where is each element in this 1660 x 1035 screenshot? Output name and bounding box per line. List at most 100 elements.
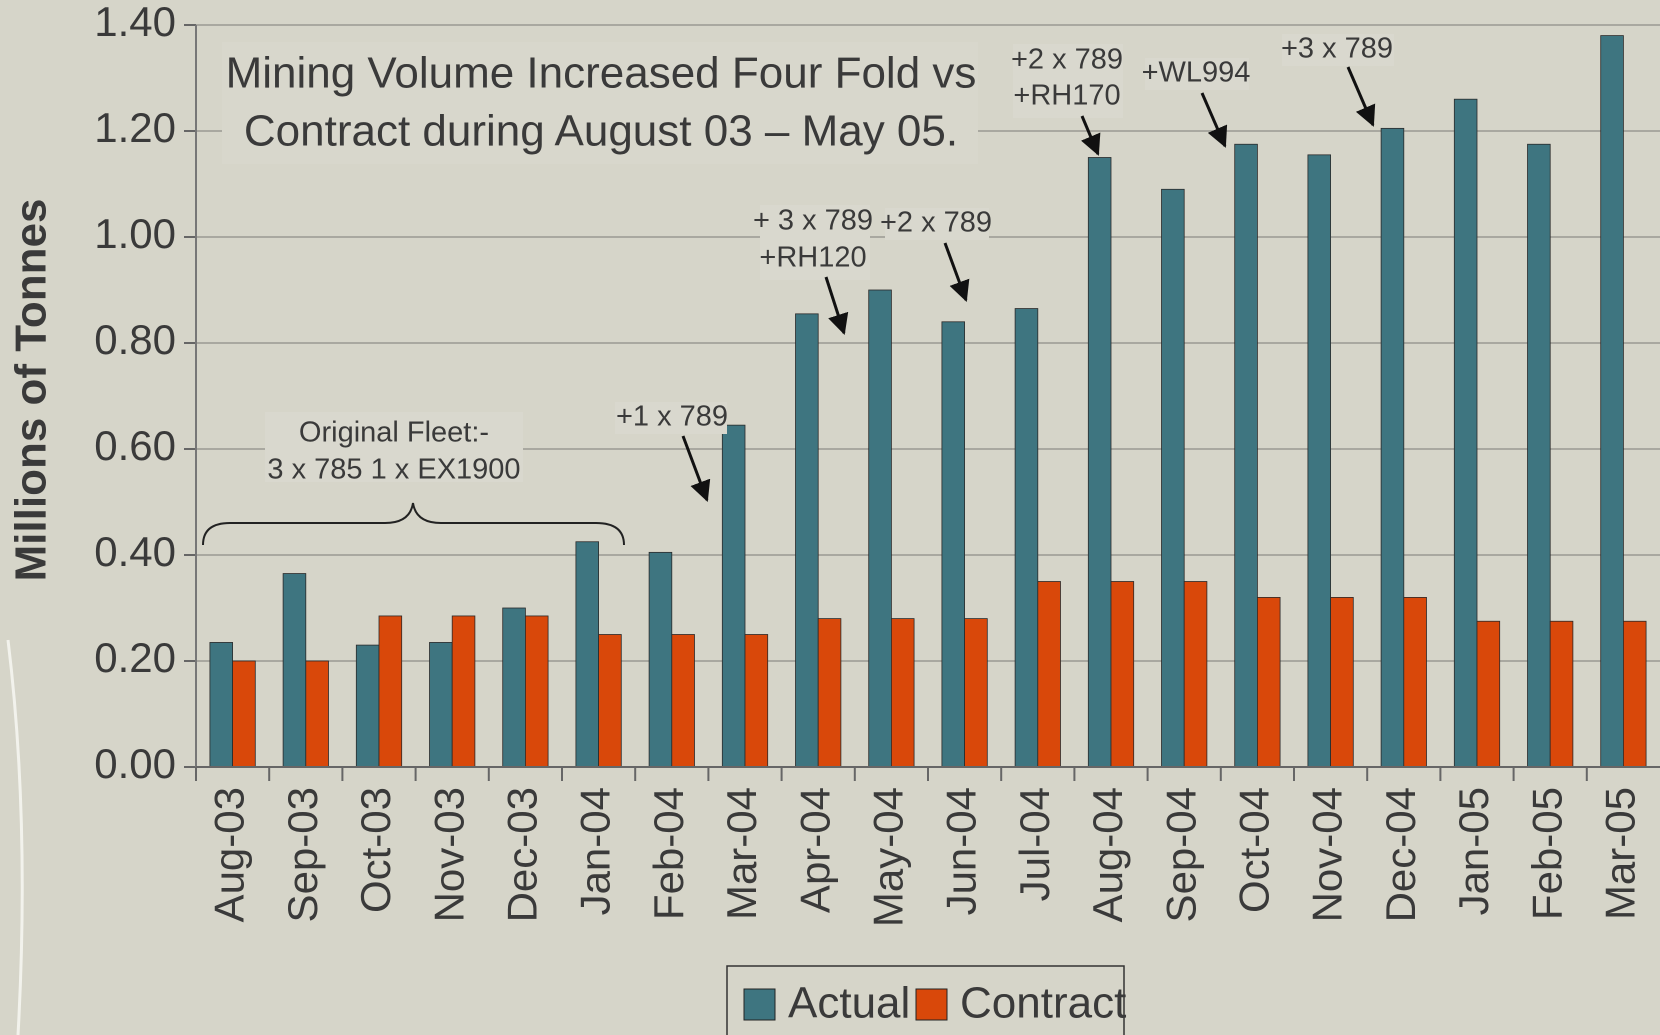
- bar: [575, 541, 600, 768]
- x-tick-label: Dec-04: [1377, 787, 1424, 922]
- annotation: +1 x 789: [616, 401, 728, 433]
- annotation-bg: [1013, 44, 1123, 118]
- chart-title: Contract during August 03 – May 05.: [244, 107, 958, 156]
- annotation-bg: [265, 412, 523, 482]
- x-tick-label: Feb-05: [1523, 787, 1570, 920]
- bar: [1037, 581, 1061, 768]
- bar: [1307, 154, 1331, 768]
- bar: [1110, 581, 1135, 768]
- annotation-bg: [222, 42, 978, 164]
- fleet-brace: [202, 502, 625, 546]
- bar: [1549, 620, 1574, 768]
- y-tick-label: 0.20: [94, 634, 176, 681]
- x-tick-label: Nov-04: [1304, 787, 1351, 922]
- bar: [1380, 127, 1405, 768]
- annotation: +2 x 789: [880, 207, 992, 239]
- bar: [378, 615, 403, 768]
- annotation-bg: [760, 205, 870, 280]
- annotation-arrow: [1346, 66, 1376, 127]
- bar: [282, 573, 307, 768]
- legend-swatch: [743, 988, 776, 1021]
- annotation-arrow: [681, 435, 711, 502]
- annotation: +RH120: [759, 242, 866, 274]
- bar: [964, 618, 988, 768]
- x-tick-label: Mar-04: [718, 787, 765, 920]
- chart-title: Mining Volume Increased Four Fold vs: [226, 49, 977, 98]
- x-tick-label: Oct-04: [1230, 787, 1277, 913]
- annotation: 3 x 785 1 x EX1900: [267, 454, 520, 486]
- y-tick-label: 1.00: [94, 210, 176, 257]
- bar: [355, 644, 380, 768]
- annotation: Original Fleet:-: [299, 417, 489, 449]
- x-tick-label: Nov-03: [425, 787, 472, 922]
- annotation-arrow: [943, 242, 970, 302]
- bar: [598, 634, 622, 768]
- x-tick-label: Aug-03: [206, 787, 253, 922]
- y-tick-label: 1.20: [94, 104, 176, 151]
- annotation: +3 x 789: [1281, 33, 1393, 65]
- annotation-arrow: [824, 276, 849, 335]
- bar: [1234, 143, 1258, 768]
- bar: [648, 551, 673, 768]
- annotation-bg: [885, 208, 989, 240]
- bar: [1403, 597, 1427, 768]
- bar: [1257, 597, 1281, 768]
- decor-curve: [6, 639, 24, 1035]
- annotation: + 3 x 789: [753, 205, 873, 237]
- bar: [525, 615, 549, 768]
- bar: [671, 634, 695, 768]
- x-tick-label: Mar-05: [1596, 787, 1643, 920]
- bar: [232, 660, 256, 768]
- bar: [502, 607, 526, 768]
- bar: [305, 660, 329, 768]
- x-tick-label: Jul-04: [1011, 787, 1058, 901]
- legend-swatch: [915, 988, 948, 1021]
- bar: [1183, 581, 1208, 768]
- bar: [941, 321, 966, 768]
- legend-label: Actual: [788, 979, 910, 1028]
- y-tick-label: 0.40: [94, 528, 176, 575]
- annotation: +RH170: [1013, 80, 1120, 112]
- y-tick-label: 0.60: [94, 422, 176, 469]
- x-tick-label: Jan-05: [1450, 787, 1497, 915]
- x-tick-label: Aug-04: [1084, 787, 1131, 922]
- x-tick-label: Sep-04: [1157, 787, 1204, 922]
- bar: [1087, 157, 1112, 768]
- bar: [744, 634, 769, 768]
- bar: [868, 289, 892, 768]
- x-tick-label: Feb-04: [645, 787, 692, 920]
- legend-label: Contract: [960, 979, 1126, 1028]
- bar: [1623, 620, 1647, 768]
- bar: [1476, 620, 1501, 768]
- bar: [451, 615, 476, 768]
- bar: [429, 642, 453, 768]
- annotation-arrow: [1200, 92, 1228, 148]
- bar: [891, 618, 915, 768]
- bar: [1453, 98, 1478, 768]
- x-tick-label: Oct-03: [352, 787, 399, 913]
- y-tick-label: 0.00: [94, 740, 176, 787]
- bar: [1014, 308, 1039, 768]
- x-tick-label: Sep-03: [279, 787, 326, 922]
- y-tick-label: 1.40: [94, 0, 176, 45]
- y-axis-label: Millions of Tonnes: [7, 199, 56, 582]
- bar: [209, 642, 234, 768]
- annotation-bg: [1282, 34, 1394, 66]
- bar: [817, 618, 842, 768]
- bar: [1600, 35, 1624, 768]
- annotation: +WL994: [1142, 57, 1251, 89]
- bar: [795, 313, 819, 768]
- annotation-bg: [615, 402, 727, 434]
- annotation: +2 x 789: [1011, 44, 1123, 76]
- bar: [1161, 188, 1185, 768]
- bar: [1330, 597, 1354, 768]
- bar: [721, 424, 746, 768]
- bar: [1527, 143, 1551, 768]
- annotation-bg: [1145, 58, 1249, 90]
- x-tick-label: Jan-04: [572, 787, 619, 915]
- x-tick-label: Jun-04: [938, 787, 985, 915]
- x-tick-label: Apr-04: [791, 787, 838, 913]
- x-tick-label: Dec-03: [498, 787, 545, 922]
